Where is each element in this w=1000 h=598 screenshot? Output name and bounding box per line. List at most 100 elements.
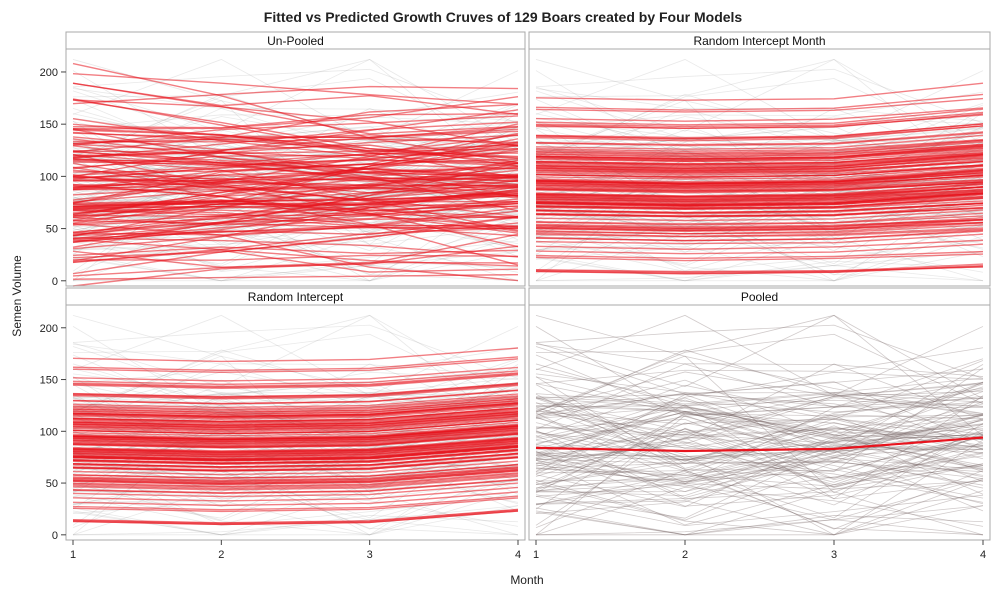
fitted-line [72, 510, 519, 526]
fitted-line [72, 410, 519, 426]
fitted-line [72, 402, 519, 418]
fitted-series [535, 82, 984, 275]
fitted-line [72, 159, 519, 237]
fitted-line [72, 123, 519, 159]
fitted-line [535, 253, 984, 262]
observed-line [535, 346, 984, 431]
fitted-line [535, 164, 984, 176]
fitted-line [72, 249, 519, 273]
fitted-line [72, 414, 519, 429]
observed-line [535, 395, 984, 500]
observed-line [535, 480, 984, 492]
fitted-line [72, 436, 519, 452]
observed-line [535, 381, 984, 416]
fitted-line [72, 470, 519, 486]
observed-line [72, 393, 519, 406]
fitted-line [535, 165, 984, 180]
fitted-line [535, 132, 984, 147]
observed-line [535, 402, 984, 460]
fitted-line [72, 405, 519, 420]
fitted-line [535, 164, 984, 178]
fitted-line [72, 393, 519, 409]
fitted-line [72, 160, 519, 186]
observed-line [72, 314, 519, 396]
observed-line [535, 494, 984, 527]
observed-line [72, 486, 519, 536]
fitted-line [535, 182, 984, 198]
observed-line [535, 418, 984, 464]
fitted-line [72, 222, 519, 259]
observed-line [535, 411, 984, 450]
fitted-line [72, 455, 519, 471]
observed-line [535, 397, 984, 433]
fitted-line [72, 148, 519, 155]
x-tick-label: 2 [218, 549, 224, 561]
fitted-line [535, 190, 984, 202]
observed-line [535, 435, 984, 483]
fitted-line [72, 403, 519, 419]
observed-line [535, 384, 984, 438]
fitted-line [72, 98, 519, 179]
fitted-line [72, 347, 519, 363]
observed-line [535, 384, 984, 465]
y-tick-label: 0 [52, 276, 58, 288]
fitted-line [535, 215, 984, 226]
fitted-line [535, 224, 984, 235]
observed-line [535, 477, 984, 536]
fitted-line [72, 399, 519, 415]
observed-line [535, 354, 984, 417]
fitted-line [72, 432, 519, 448]
fitted-line [72, 469, 519, 484]
observed-line [535, 412, 984, 510]
fitted-line [72, 440, 519, 456]
panel-frame [65, 304, 526, 541]
observed-line [535, 444, 984, 478]
observed-line [72, 500, 519, 536]
fitted-line [72, 437, 519, 453]
fitted-line [72, 474, 519, 490]
observed-line [535, 326, 984, 416]
fitted-line [72, 358, 519, 374]
observed-line [535, 458, 984, 503]
fitted-series [72, 62, 519, 287]
observed-line [535, 417, 984, 536]
fitted-line [535, 111, 984, 128]
fitted-line [535, 264, 984, 275]
observed-line [535, 434, 984, 486]
panel-label: Pooled [741, 290, 778, 304]
y-tick-label: 100 [40, 426, 58, 438]
fitted-line [72, 408, 519, 424]
observed-line [535, 428, 984, 508]
observed-line [535, 205, 984, 272]
fitted-line [535, 155, 984, 170]
fitted-line [535, 123, 984, 140]
fitted-line [535, 125, 984, 142]
observed-line [535, 371, 984, 446]
fitted-line [535, 181, 984, 192]
observed-line [535, 381, 984, 444]
fitted-line [72, 415, 519, 431]
observed-line [72, 314, 519, 437]
fitted-line [72, 473, 519, 488]
fitted-line [72, 396, 519, 412]
fitted-line [72, 466, 519, 481]
fitted-line [72, 188, 519, 244]
fitted-line [72, 407, 519, 422]
observed-line [535, 430, 984, 488]
fitted-line [72, 421, 519, 437]
observed-line [535, 408, 984, 438]
x-tick-label: 3 [831, 549, 837, 561]
fitted-line [72, 472, 519, 487]
fitted-line [72, 429, 519, 445]
observed-line [535, 507, 984, 536]
observed-line [535, 397, 984, 512]
fitted-line [72, 131, 519, 146]
fitted-line [535, 149, 984, 163]
observed-line [535, 422, 984, 519]
fitted-line [535, 188, 984, 201]
panel-label: Random Intercept [248, 290, 344, 304]
fitted-line [72, 397, 519, 413]
fitted-line [72, 103, 519, 153]
fitted-line [72, 395, 519, 410]
observed-line [535, 409, 984, 505]
